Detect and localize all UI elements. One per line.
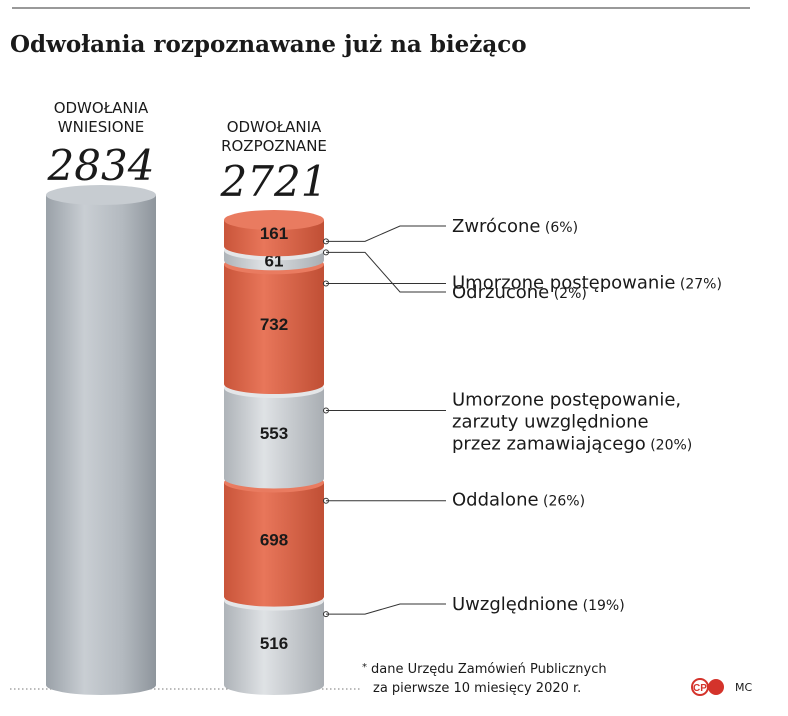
segment-value: 732 (260, 315, 288, 334)
callout-pct: (26%) (539, 494, 586, 510)
callout-pct: (19%) (578, 598, 625, 614)
segment-3: 553 (224, 378, 324, 489)
segment-body (224, 264, 324, 395)
callout-pct: (2%) (549, 286, 587, 302)
footnote-line1: dane Urzędu Zamówień Publicznych (371, 662, 607, 677)
callout-labels: Zwrócone (6%)Odrzucone (2%)Umorzone post… (323, 216, 722, 618)
filed-label-line2: WNIESIONE (58, 118, 144, 136)
segment-body (224, 600, 324, 695)
filed-total: 2834 (47, 141, 155, 190)
callout-leader (326, 225, 446, 242)
bar-filed-top (46, 185, 156, 205)
bar-filed (46, 185, 156, 695)
segment-value: 161 (260, 224, 288, 243)
callout-label: zarzuty uwzględnione (452, 411, 649, 432)
callout-label: Oddalone (26%) (452, 490, 585, 511)
callout-label: Odrzucone (2%) (452, 282, 587, 303)
segment-4: 698 (224, 472, 324, 607)
footnote-line2: za pierwsze 10 miesięcy 2020 r. (373, 681, 581, 696)
segment-cap (224, 210, 324, 230)
segment-0: 161 (224, 210, 324, 257)
callout-0: Zwrócone (6%) (323, 216, 578, 245)
chart-title: Odwołania rozpoznawane już na bieżąco (10, 31, 527, 58)
callout-leader (326, 251, 446, 293)
callout-pct: (27%) (675, 276, 722, 292)
logo-mark: CP (693, 683, 707, 694)
filed-label-line1: ODWOŁANIA (54, 99, 149, 117)
callout-pct: (6%) (540, 220, 578, 236)
callout-label: Zwrócone (6%) (452, 216, 578, 237)
segment-body (224, 482, 324, 607)
segment-value: 516 (260, 634, 288, 653)
recognized-label-line2: ROZPOZNANE (221, 137, 327, 155)
callout-label: przez zamawiającego (20%) (452, 433, 692, 454)
segment-body (224, 220, 324, 257)
credit-text: MC (735, 681, 752, 694)
callout-label: Umorzone postępowanie (27%) (452, 272, 722, 293)
callout-label: Uwzględnione (19%) (452, 594, 625, 615)
callout-5: Uwzględnione (19%) (323, 594, 625, 618)
segment-2: 732 (224, 254, 324, 395)
callout-label: Umorzone postępowanie, (452, 389, 681, 410)
recognized-label-line1: ODWOŁANIA (227, 118, 322, 136)
callout-2: Umorzone postępowanie (27%) (323, 272, 722, 293)
logo-ring-p (708, 679, 724, 695)
callout-3: Umorzone postępowanie,zarzuty uwzględnio… (323, 389, 692, 454)
callout-4: Oddalone (26%) (323, 490, 585, 511)
footnote-marker: * (362, 662, 367, 673)
recognized-total: 2721 (220, 157, 328, 206)
bar-filed-body (46, 195, 156, 695)
segment-value: 553 (260, 424, 288, 443)
callout-pct: (20%) (646, 437, 693, 453)
callout-leader (326, 603, 446, 615)
callout-1: Odrzucone (2%) (323, 249, 587, 303)
segment-value: 698 (260, 531, 288, 550)
publisher-logo: CP MC (691, 678, 752, 696)
segment-body (224, 388, 324, 489)
